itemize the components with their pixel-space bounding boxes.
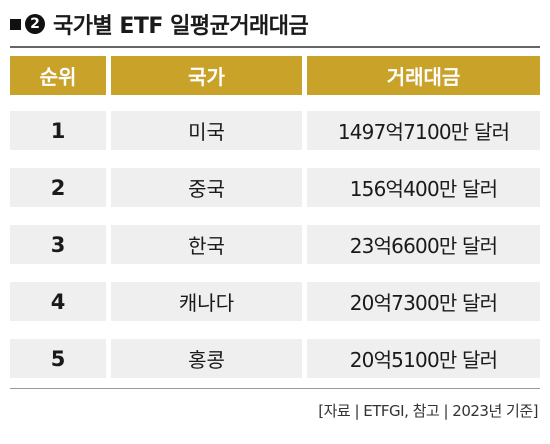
rank-cell: 5 [10, 339, 106, 378]
rank-cell: 4 [10, 282, 106, 321]
source-note: [자료 | ETFGI, 참고 | 2023년 기준] [318, 402, 538, 420]
table-row: 1 미국 1497억7100만 달러 [10, 111, 540, 150]
header-country: 국가 [111, 56, 302, 95]
country-cell: 홍콩 [111, 339, 302, 378]
country-cell: 중국 [111, 168, 302, 207]
rank-cell: 3 [10, 225, 106, 264]
country-cell: 미국 [111, 111, 302, 150]
amount-cell: 20억5100만 달러 [307, 339, 540, 378]
amount-cell: 1497억7100만 달러 [307, 111, 540, 150]
amount-cell: 156억400만 달러 [307, 168, 540, 207]
header-amount: 거래대금 [307, 56, 540, 95]
top-divider [10, 46, 540, 48]
amount-cell: 20억7300만 달러 [307, 282, 540, 321]
title-text: 국가별 ETF 일평균거래대금 [53, 14, 309, 39]
square-bullet-icon [10, 18, 21, 30]
ranking-table: 순위 국가 거래대금 1 미국 1497억7100만 달러 2 중국 156억4… [10, 56, 540, 396]
table-row: 4 캐나다 20억7300만 달러 [10, 282, 540, 321]
rank-cell: 2 [10, 168, 106, 207]
rank-cell: 1 [10, 111, 106, 150]
header-rank: 순위 [10, 56, 106, 95]
amount-cell: 23억6600만 달러 [307, 225, 540, 264]
bottom-divider [10, 388, 540, 389]
table-row: 5 홍콩 20억5100만 달러 [10, 339, 540, 378]
circled-number-badge: 2 [25, 14, 45, 34]
country-cell: 캐나다 [111, 282, 302, 321]
table-row: 3 한국 23억6600만 달러 [10, 225, 540, 264]
table-header-row: 순위 국가 거래대금 [10, 56, 540, 95]
country-cell: 한국 [111, 225, 302, 264]
table-row: 2 중국 156억400만 달러 [10, 168, 540, 207]
chart-title: 2 국가별 ETF 일평균거래대금 [10, 8, 309, 40]
